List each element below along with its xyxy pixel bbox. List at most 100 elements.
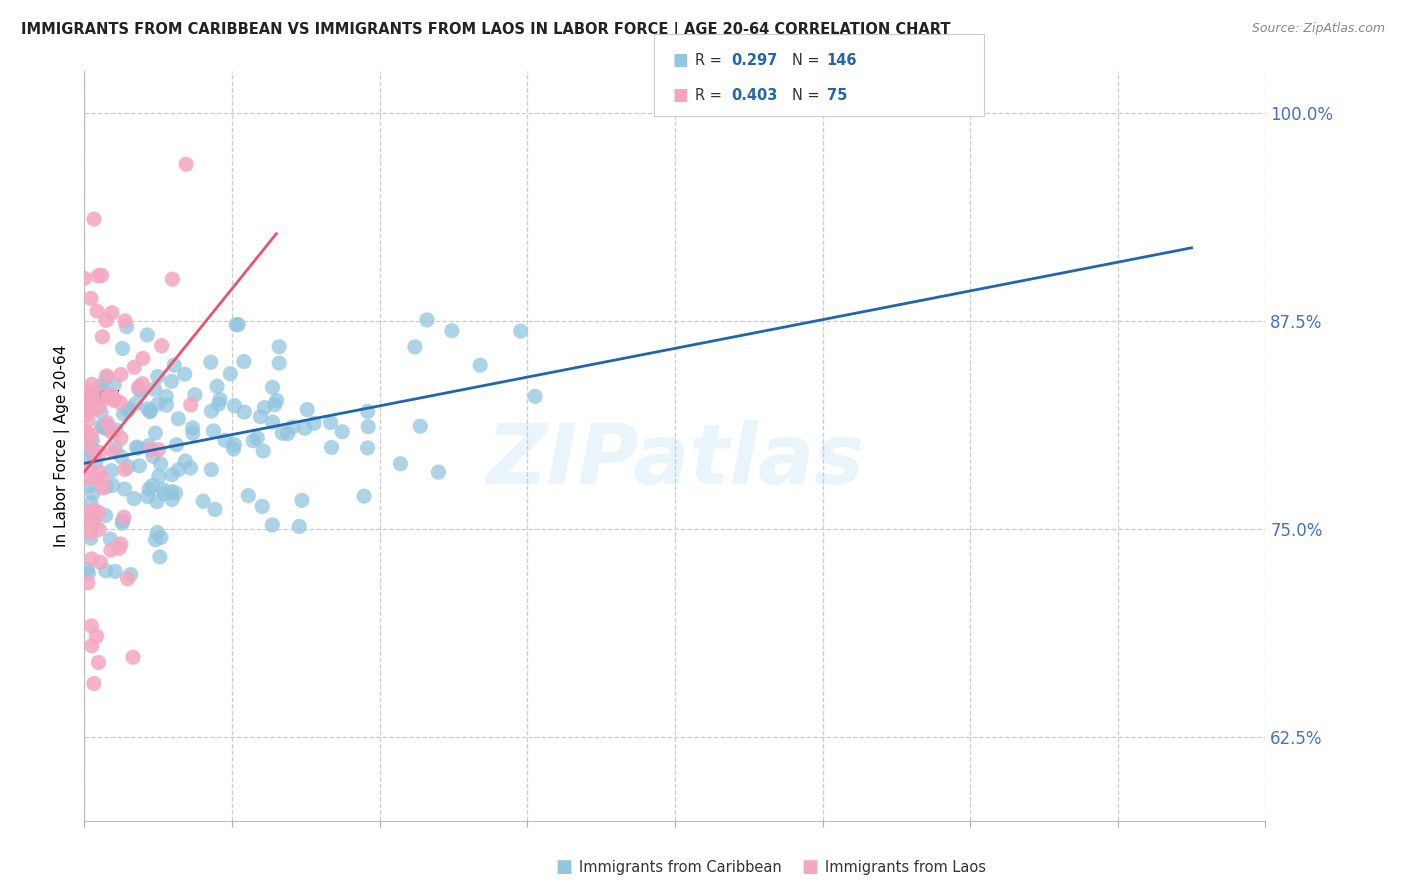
Point bbox=[262, 518, 284, 533]
Point bbox=[145, 426, 167, 441]
Point bbox=[105, 423, 128, 437]
Text: N =: N = bbox=[792, 88, 824, 103]
Point bbox=[96, 480, 118, 494]
Point bbox=[160, 374, 183, 388]
Point bbox=[165, 438, 187, 452]
Point bbox=[427, 465, 450, 479]
Point bbox=[101, 425, 124, 440]
Point bbox=[224, 399, 246, 413]
Point bbox=[291, 493, 314, 508]
Point bbox=[153, 487, 176, 501]
Point bbox=[128, 383, 150, 397]
Point bbox=[357, 404, 380, 418]
Point bbox=[263, 398, 285, 412]
Y-axis label: In Labor Force | Age 20-64: In Labor Force | Age 20-64 bbox=[55, 345, 70, 547]
Point bbox=[242, 434, 264, 448]
Point bbox=[87, 656, 110, 670]
Point bbox=[127, 441, 149, 455]
Text: ZIPatlas: ZIPatlas bbox=[486, 420, 863, 501]
Point bbox=[174, 157, 197, 171]
Point bbox=[146, 369, 169, 384]
Text: ■: ■ bbox=[555, 858, 572, 876]
Point bbox=[87, 505, 110, 519]
Point bbox=[80, 377, 103, 392]
Point bbox=[155, 398, 177, 412]
Point bbox=[149, 457, 172, 471]
Point bbox=[357, 419, 380, 434]
Point bbox=[87, 268, 110, 283]
Point bbox=[79, 389, 101, 403]
Point bbox=[205, 379, 228, 393]
Point bbox=[76, 512, 98, 526]
Point bbox=[77, 566, 100, 581]
Point bbox=[117, 459, 139, 474]
Text: ■: ■ bbox=[672, 87, 688, 104]
Point bbox=[77, 413, 100, 427]
Point bbox=[89, 398, 111, 412]
Point bbox=[83, 450, 105, 464]
Point bbox=[110, 537, 132, 551]
Point bbox=[114, 482, 136, 496]
Point bbox=[86, 304, 108, 318]
Point bbox=[173, 367, 195, 381]
Point bbox=[97, 390, 120, 404]
Point bbox=[87, 523, 110, 537]
Point bbox=[103, 377, 125, 392]
Point bbox=[111, 514, 134, 528]
Point bbox=[104, 441, 127, 455]
Point bbox=[101, 478, 124, 492]
Point bbox=[129, 384, 152, 398]
Point bbox=[122, 650, 145, 665]
Point bbox=[295, 402, 318, 417]
Point bbox=[83, 676, 105, 690]
Point bbox=[80, 291, 103, 305]
Text: Immigrants from Laos: Immigrants from Laos bbox=[825, 860, 987, 874]
Point bbox=[200, 463, 222, 477]
Point bbox=[86, 401, 108, 416]
Point bbox=[252, 444, 274, 458]
Point bbox=[77, 384, 100, 398]
Point bbox=[184, 388, 207, 402]
Point bbox=[90, 388, 112, 402]
Point bbox=[76, 563, 98, 577]
Point bbox=[128, 380, 150, 394]
Point bbox=[138, 482, 160, 496]
Point bbox=[83, 503, 105, 517]
Point bbox=[179, 461, 201, 475]
Point bbox=[165, 486, 187, 500]
Point bbox=[214, 434, 236, 448]
Point bbox=[110, 368, 132, 382]
Point bbox=[225, 318, 247, 332]
Point bbox=[79, 402, 101, 417]
Text: R =: R = bbox=[695, 88, 725, 103]
Point bbox=[96, 416, 118, 430]
Point bbox=[202, 424, 225, 438]
Point bbox=[122, 491, 145, 506]
Point bbox=[103, 445, 125, 459]
Point bbox=[167, 412, 190, 426]
Point bbox=[146, 397, 169, 411]
Point bbox=[90, 384, 112, 398]
Point bbox=[193, 494, 215, 508]
Point bbox=[82, 442, 104, 457]
Point bbox=[208, 392, 231, 407]
Point bbox=[100, 543, 122, 558]
Point bbox=[302, 417, 325, 431]
Point bbox=[83, 212, 105, 227]
Point bbox=[319, 416, 342, 430]
Point bbox=[76, 425, 98, 440]
Point bbox=[321, 441, 343, 455]
Point bbox=[73, 271, 96, 285]
Point bbox=[80, 427, 103, 442]
Point bbox=[98, 532, 121, 546]
Point bbox=[91, 481, 114, 495]
Point bbox=[84, 456, 107, 470]
Point bbox=[77, 452, 100, 467]
Text: Immigrants from Caribbean: Immigrants from Caribbean bbox=[579, 860, 782, 874]
Point bbox=[238, 489, 260, 503]
Point bbox=[181, 426, 204, 441]
Point bbox=[252, 500, 274, 514]
Text: 0.403: 0.403 bbox=[731, 88, 778, 103]
Point bbox=[233, 405, 256, 419]
Point bbox=[91, 330, 114, 344]
